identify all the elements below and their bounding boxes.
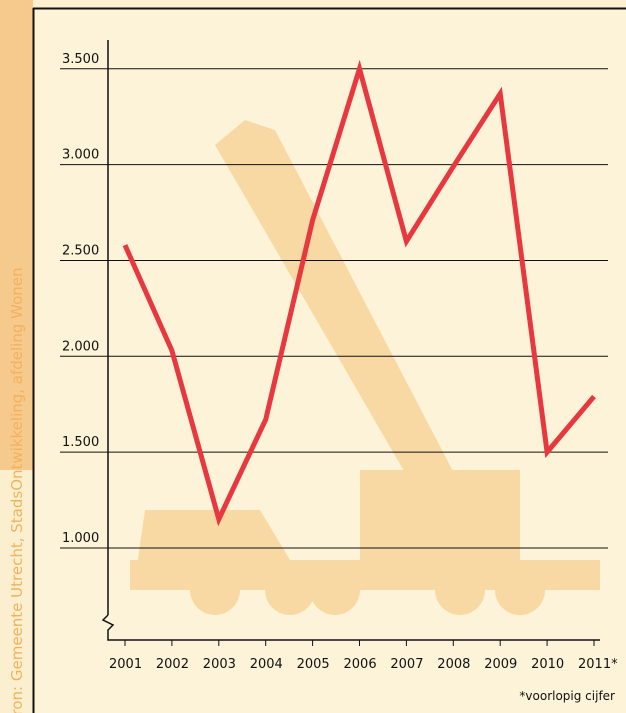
- x-tick-label: 2007: [390, 657, 423, 672]
- x-tick-label: 2008: [437, 657, 470, 672]
- x-tick-label: 2011*: [578, 657, 618, 672]
- page: bron: Gemeente Utrecht, StadsOntwikkelin…: [0, 0, 626, 713]
- x-tick-label: 2001: [109, 657, 142, 672]
- x-tick-label: 2003: [203, 657, 236, 672]
- y-tick-label: 1.000: [62, 531, 99, 546]
- x-tick-label: 2009: [484, 657, 517, 672]
- source-note: bron: Gemeente Utrecht, StadsOntwikkelin…: [8, 267, 26, 713]
- footnote: *voorlopig cijfer: [519, 689, 615, 703]
- y-tick-label: 2.500: [62, 243, 99, 258]
- x-tick-label: 2002: [156, 657, 189, 672]
- x-tick-label: 2006: [344, 657, 377, 672]
- chart: bron: Gemeente Utrecht, StadsOntwikkelin…: [0, 0, 626, 713]
- x-tick-label: 2005: [297, 657, 330, 672]
- y-tick-label: 3.500: [62, 52, 99, 67]
- y-tick-label: 2.000: [62, 339, 99, 354]
- y-tick-label: 3.000: [62, 148, 99, 163]
- x-tick-label: 2004: [250, 657, 283, 672]
- y-tick-label: 1.500: [62, 435, 99, 450]
- x-tick-label: 2010: [531, 657, 564, 672]
